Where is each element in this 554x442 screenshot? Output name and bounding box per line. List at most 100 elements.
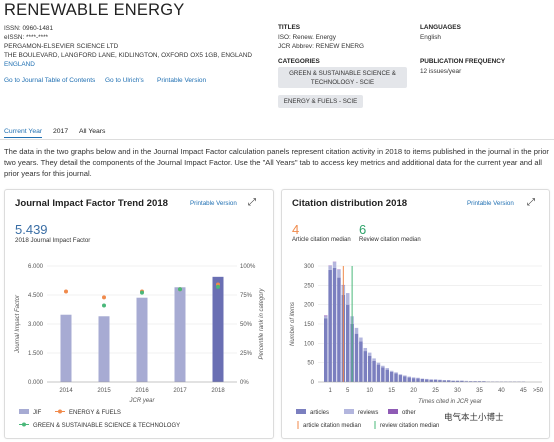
article-bar bbox=[385, 369, 390, 382]
article-bar bbox=[363, 351, 368, 382]
tab-all-years[interactable]: All Years bbox=[79, 128, 106, 135]
y2-tick-label: 0% bbox=[240, 380, 249, 386]
expand-icon[interactable]: ⤢ bbox=[248, 197, 256, 208]
legend-green-swatch bbox=[22, 422, 26, 427]
article-bar bbox=[407, 377, 411, 382]
legend-articles-label: articles bbox=[310, 410, 329, 416]
jif-panel-title: Journal Impact Factor Trend 2018 bbox=[15, 198, 169, 209]
languages-label: LANGUAGES bbox=[420, 24, 461, 31]
x-tick-label: >50 bbox=[533, 388, 544, 394]
x-tick-label: 35 bbox=[476, 388, 483, 394]
x-axis-label: Times cited in JCR year bbox=[418, 399, 483, 405]
article-bar bbox=[328, 269, 332, 382]
x-tick-label: 20 bbox=[410, 388, 417, 394]
review-bar bbox=[394, 372, 398, 374]
address: THE BOULEVARD, LANGFORD LANE, KIDLINGTON… bbox=[4, 52, 252, 59]
expand-icon[interactable]: ⤢ bbox=[527, 197, 535, 208]
y-tick-label: 1.500 bbox=[28, 351, 44, 357]
green-sustainable-point bbox=[102, 303, 106, 308]
toc-link[interactable]: Go to Journal Table of Contents bbox=[4, 77, 96, 84]
legend-article-median-label: article citation median bbox=[303, 423, 361, 429]
y-tick-label: 200 bbox=[304, 303, 315, 309]
x-tick-label: 15 bbox=[388, 388, 395, 394]
review-bar bbox=[381, 365, 385, 368]
x-tick-label: 30 bbox=[454, 388, 461, 394]
review-median-value: 6 bbox=[359, 222, 367, 237]
y-tick-label: 50 bbox=[307, 361, 314, 367]
x-tick-label: 40 bbox=[498, 388, 505, 394]
x-tick-label: 5 bbox=[346, 388, 350, 394]
x-tick-label: 25 bbox=[432, 388, 439, 394]
watermark: 电气本土小博士 bbox=[442, 411, 506, 423]
article-median-label: Article citation median bbox=[292, 237, 351, 243]
review-bar bbox=[416, 377, 420, 379]
jif-bar bbox=[212, 276, 224, 382]
country-link[interactable]: ENGLAND bbox=[4, 61, 35, 68]
article-bar bbox=[433, 379, 438, 382]
x-tick-label: 2015 bbox=[97, 388, 111, 394]
review-bar bbox=[363, 347, 368, 352]
tab-current-year[interactable]: Current Year bbox=[4, 128, 43, 138]
cit-panel-title: Citation distribution 2018 bbox=[292, 198, 408, 209]
printable-link[interactable]: Printable Version bbox=[157, 77, 207, 84]
jif-bar bbox=[174, 287, 186, 382]
review-bar bbox=[372, 358, 376, 361]
y-tick-label: 6.000 bbox=[28, 264, 44, 270]
journal-title: RENEWABLE ENERGY bbox=[4, 1, 185, 19]
y-tick-label: 0.000 bbox=[28, 380, 44, 386]
article-bar bbox=[359, 341, 363, 382]
jif-bar bbox=[60, 314, 72, 382]
review-bar bbox=[337, 269, 341, 278]
article-bar bbox=[398, 375, 403, 382]
y-tick-label: 250 bbox=[304, 283, 315, 289]
article-bar bbox=[468, 381, 473, 382]
y-tick-label: 4.500 bbox=[28, 293, 44, 299]
jif-chart: 0.000 0% 1.500 25% 3.000 50% 4.500 75% 6.000 100%… bbox=[15, 264, 265, 429]
article-bar bbox=[394, 373, 398, 382]
tab-2017[interactable]: 2017 bbox=[53, 128, 69, 135]
green-sustainable-point bbox=[178, 287, 182, 292]
legend-jif-swatch bbox=[19, 409, 29, 414]
article-bar bbox=[420, 378, 425, 382]
article-bar bbox=[460, 380, 464, 382]
review-bar bbox=[398, 374, 403, 376]
article-bar bbox=[429, 379, 433, 382]
jif-value-label: 2018 Journal Impact Factor bbox=[15, 237, 91, 244]
jcr-abbrev: JCR Abbrev: RENEW ENERG bbox=[278, 43, 364, 50]
category-chip-green[interactable]: GREEN & SUSTAINABLE SCIENCE & TECHNOLOGY… bbox=[278, 67, 407, 88]
review-bar bbox=[324, 316, 328, 319]
article-bar bbox=[455, 380, 460, 382]
review-bar bbox=[407, 376, 411, 378]
jif-printable-link[interactable]: Printable Version bbox=[190, 200, 237, 207]
review-bar bbox=[345, 293, 350, 305]
article-bar bbox=[403, 376, 407, 382]
article-median-value: 4 bbox=[292, 222, 300, 237]
article-bar bbox=[411, 378, 416, 382]
jif-trend-panel: Journal Impact Factor Trend 2018 Printab… bbox=[4, 189, 274, 439]
category-chip-energy[interactable]: ENERGY & FUELS - SCIE bbox=[278, 95, 363, 108]
article-bar bbox=[324, 318, 328, 382]
article-bar bbox=[389, 371, 394, 382]
jif-bar bbox=[136, 297, 148, 382]
jif-value: 5.439 bbox=[15, 222, 48, 237]
legend-other-label: other bbox=[402, 410, 416, 416]
green-sustainable-point bbox=[216, 284, 220, 289]
x-tick-label: 2018 bbox=[211, 388, 225, 394]
legend-energy-label: ENERGY & FUELS bbox=[69, 410, 121, 416]
cit-printable-link[interactable]: Printable Version bbox=[467, 200, 514, 207]
legend-review-median-label: review citation median bbox=[380, 423, 439, 429]
article-bar bbox=[477, 381, 482, 382]
jif-bar bbox=[98, 316, 110, 382]
article-bar bbox=[438, 380, 442, 382]
x-tick-label: 2017 bbox=[173, 388, 187, 394]
review-bar bbox=[403, 375, 407, 377]
y2-tick-label: 100% bbox=[240, 264, 256, 270]
review-bar bbox=[376, 362, 381, 365]
legend-green-label: GREEN & SUSTAINABLE SCIENCE & TECHNOLOGY bbox=[33, 423, 180, 429]
x-tick-label: 10 bbox=[366, 388, 373, 394]
x-tick-label: 2016 bbox=[135, 388, 149, 394]
y2-tick-label: 50% bbox=[240, 322, 253, 328]
review-bar bbox=[359, 337, 363, 342]
frequency: 12 issues/year bbox=[420, 68, 462, 75]
ulrich-link[interactable]: Go to Ulrich's bbox=[105, 77, 144, 84]
